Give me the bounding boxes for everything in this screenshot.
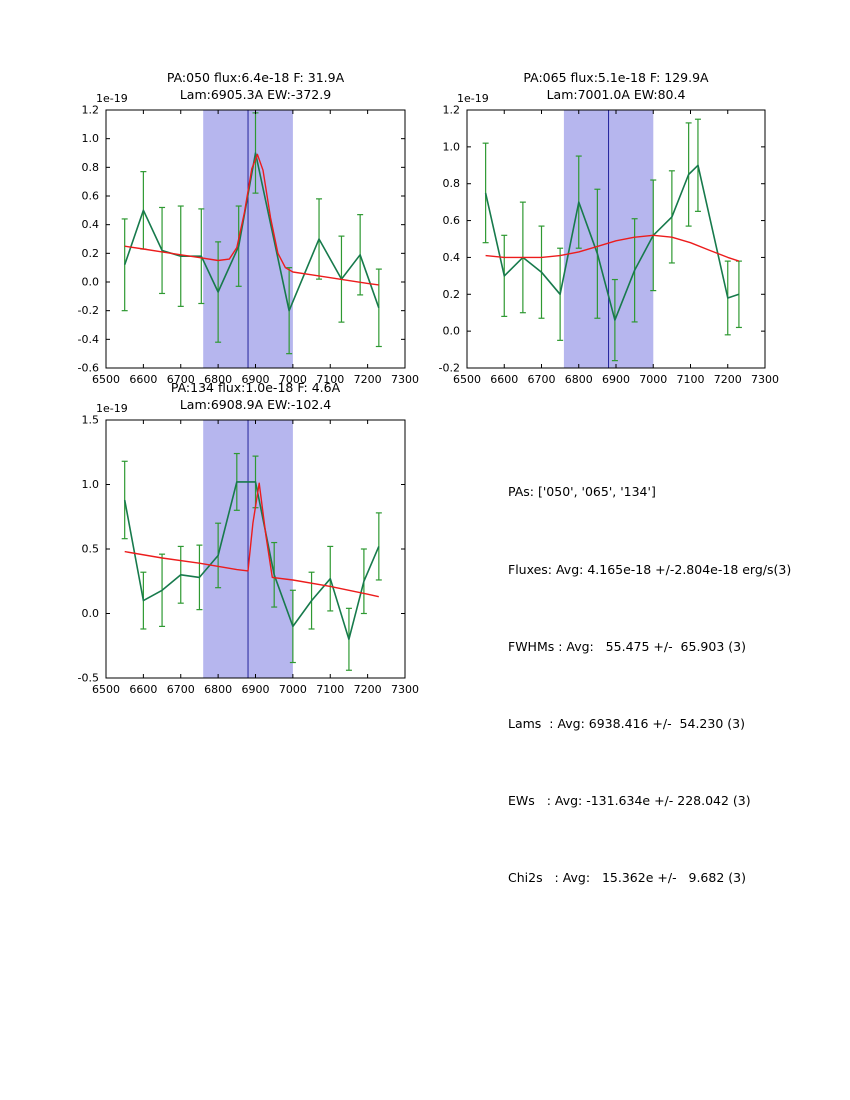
y-tick-label: 0.0 — [82, 607, 100, 620]
x-tick-label: 6600 — [490, 373, 518, 386]
x-tick-label: 7100 — [316, 373, 344, 386]
x-tick-label: 6500 — [92, 373, 120, 386]
chart-title-line1: PA:050 flux:6.4e-18 F: 31.9A — [167, 70, 345, 85]
x-tick-label: 7100 — [316, 683, 344, 696]
x-tick-label: 7000 — [279, 683, 307, 696]
chart-title-line2: Lam:6905.3A EW:-372.9 — [180, 87, 331, 102]
chart-pa134: 6500 6600 6700 6800 6900 7000 7100 7200 7300 -0.5… — [78, 380, 419, 696]
fit-line — [485, 234, 740, 262]
x-tick-label: 6500 — [92, 683, 120, 696]
stats-line-fluxes: Fluxes: Avg: 4.165e-18 +/-2.804e-18 erg/… — [508, 561, 792, 577]
x-tick-label: 6600 — [129, 373, 157, 386]
tick-marks — [105, 109, 406, 369]
y-tick-label: -0.2 — [78, 304, 99, 317]
x-tick-label: 6700 — [167, 373, 195, 386]
x-tick-label: 7200 — [354, 683, 382, 696]
stats-line-ews: EWs : Avg: -131.634e +/- 228.042 (3) — [508, 792, 751, 808]
chart-title-line2: Lam:7001.0A EW:80.4 — [547, 87, 686, 102]
tick-marks — [466, 109, 766, 369]
x-tick-label: 6500 — [453, 373, 481, 386]
chart-title-line1: PA:134 flux:1.0e-18 F: 4.6A — [171, 380, 341, 395]
y-tick-label: -0.6 — [78, 362, 99, 375]
y-tick-label: 0.8 — [443, 177, 461, 190]
x-tick-label: 6700 — [167, 683, 195, 696]
y-tick-label: 1.2 — [443, 104, 461, 117]
stats-line-pas: PAs: ['050', '065', '134'] — [508, 484, 656, 500]
y-tick-label: 0.8 — [82, 161, 100, 174]
chart-pa065: 6500 6600 6700 6800 6900 7000 7100 7200 7300 -0.2… — [439, 70, 779, 386]
x-tick-label: 6800 — [204, 683, 232, 696]
y-tick-label: 0.0 — [443, 325, 461, 338]
x-tick-label: 6800 — [204, 373, 232, 386]
y-offset-label: 1e-19 — [457, 92, 489, 105]
chart-title-line2: Lam:6908.9A EW:-102.4 — [180, 397, 331, 412]
y-tick-label: 0.6 — [443, 214, 461, 227]
y-tick-label: 0.2 — [443, 288, 461, 301]
y-tick-label: 1.2 — [82, 104, 100, 117]
y-tick-label: 1.0 — [82, 132, 100, 145]
tick-marks — [105, 419, 406, 679]
x-tick-label: 6900 — [242, 683, 270, 696]
x-tick-label: 6900 — [602, 373, 630, 386]
x-tick-label: 7200 — [714, 373, 742, 386]
y-tick-label: -0.5 — [78, 672, 99, 685]
y-offset-label: 1e-19 — [96, 92, 128, 105]
stats-line-lams: Lams : Avg: 6938.416 +/- 54.230 (3) — [508, 715, 745, 731]
y-tick-label: -0.2 — [439, 362, 460, 375]
chart-title-line1: PA:065 flux:5.1e-18 F: 129.9A — [523, 70, 709, 85]
x-tick-label: 6700 — [528, 373, 556, 386]
stats-line-fwhms: FWHMs : Avg: 55.475 +/- 65.903 (3) — [508, 638, 746, 654]
y-tick-label: -0.4 — [78, 333, 99, 346]
y-tick-label: 0.0 — [82, 276, 100, 289]
stats-line-chi2s: Chi2s : Avg: 15.362e +/- 9.682 (3) — [508, 869, 746, 885]
x-tick-label: 7000 — [279, 373, 307, 386]
x-tick-label: 7300 — [391, 373, 419, 386]
x-tick-label: 7300 — [751, 373, 779, 386]
x-tick-label: 6900 — [242, 373, 270, 386]
y-tick-label: 1.0 — [443, 140, 461, 153]
spectrum-line — [123, 481, 380, 641]
stats-panel: PAs: ['050', '065', '134'] Fluxes: Avg: … — [508, 428, 791, 942]
y-offset-label: 1e-19 — [96, 402, 128, 415]
y-tick-label: 0.5 — [82, 543, 100, 556]
x-tick-label: 6600 — [129, 683, 157, 696]
x-tick-label: 6800 — [565, 373, 593, 386]
x-tick-label: 7100 — [677, 373, 705, 386]
y-tick-label: 0.6 — [82, 190, 100, 203]
y-tick-label: 0.4 — [443, 251, 461, 264]
x-tick-label: 7300 — [391, 683, 419, 696]
y-tick-label: 1.5 — [82, 414, 100, 427]
y-tick-label: 0.2 — [82, 247, 100, 260]
y-tick-label: 0.4 — [82, 218, 100, 231]
fit-line — [124, 482, 379, 598]
x-tick-label: 7200 — [354, 373, 382, 386]
x-tick-label: 7000 — [639, 373, 667, 386]
fit-line — [124, 153, 379, 286]
chart-pa050: 6500 6600 6700 6800 6900 7000 7100 7200 7300 -0.6… — [78, 70, 419, 386]
y-tick-label: 1.0 — [82, 478, 100, 491]
spectrum-line — [484, 164, 740, 321]
